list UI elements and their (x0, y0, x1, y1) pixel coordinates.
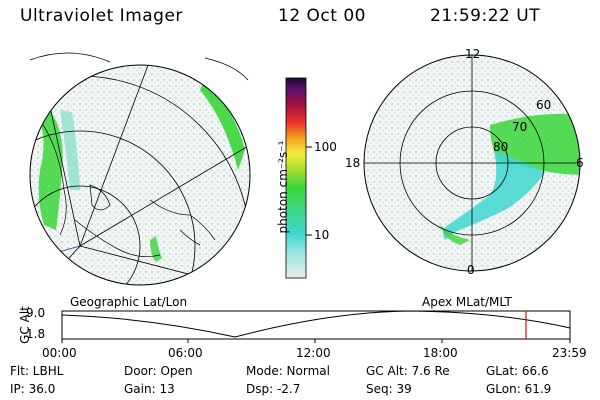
lat-label-80: 80 (493, 140, 509, 154)
mode-info: Mode: Normal (246, 364, 330, 378)
time-label: 21:59:22 UT (430, 6, 541, 26)
colorbar-tick-100: 100 (314, 140, 337, 154)
filter-info: Flt: LBHL (10, 364, 64, 378)
mlt-label-12: 12 (465, 47, 481, 61)
glat-info: GLat: 66.6 (486, 364, 549, 378)
mlt-label-18: 18 (345, 156, 361, 170)
seq-info: Seq: 39 (366, 382, 412, 396)
colorbar-tick-10: 10 (314, 228, 330, 242)
mlt-label-6: 6 (576, 156, 584, 170)
colorbar (285, 77, 307, 279)
ytick-1-8: 1.8 (26, 327, 46, 341)
mlt-label-0: 0 (467, 263, 475, 277)
app-title: Ultraviolet Imager (20, 6, 183, 26)
ytick-9: 9.0 (26, 306, 46, 320)
dsp-info: Dsp: -2.7 (246, 382, 301, 396)
geo-panel-label: Geographic Lat/Lon (70, 295, 188, 309)
gain-info: Gain: 13 (124, 382, 175, 396)
xtick-0000: 00:00 (42, 346, 77, 360)
xtick-1800: 18:00 (423, 346, 458, 360)
glon-info: GLon: 61.9 (486, 382, 552, 396)
ip-info: IP: 36.0 (10, 382, 56, 396)
colorbar-unit: photon cm⁻²s⁻¹ (276, 140, 290, 234)
timeline-box (61, 310, 571, 340)
lat-label-70: 70 (512, 120, 528, 134)
geographic-outline (29, 64, 251, 286)
door-info: Door: Open (124, 364, 193, 378)
apex-panel-label: Apex MLat/MLT (422, 295, 512, 309)
lat-label-60: 60 (536, 98, 552, 112)
date-label: 12 Oct 00 (278, 6, 366, 26)
xtick-0600: 06:00 (168, 346, 203, 360)
gc-alt-info: GC Alt: 7.6 Re (366, 364, 450, 378)
apex-image (364, 55, 580, 271)
geographic-image (30, 65, 250, 285)
xtick-2359: 23:59 (552, 346, 587, 360)
xtick-1200: 12:00 (296, 346, 331, 360)
